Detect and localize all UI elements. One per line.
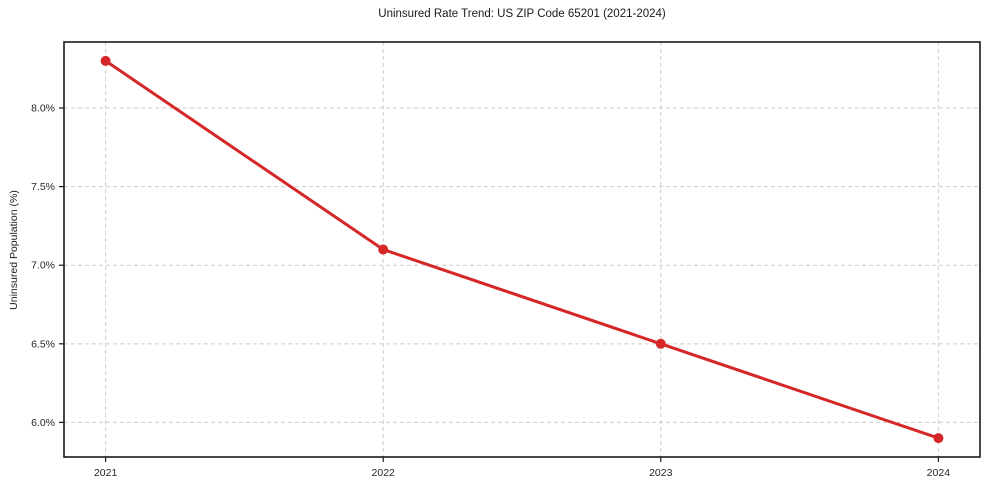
x-tick-label: 2022 [372,467,396,479]
data-point-markers [100,55,944,444]
grid-lines [64,42,980,457]
y-tick-label: 8.0% [31,103,55,115]
y-tick-label: 7.0% [31,260,55,272]
data-point [655,338,666,349]
x-axis-ticks: 2021 2022 2023 2024 [94,457,950,479]
y-tick-label: 7.5% [31,181,55,193]
x-tick-label: 2021 [94,467,118,479]
trend-line [104,59,940,440]
plot-border [63,41,981,458]
data-point [378,244,389,255]
y-tick-label: 6.0% [31,417,55,429]
x-tick-label: 2023 [649,467,673,479]
y-axis-ticks: 6.0% 6.5% 7.0% 7.5% 8.0% [31,103,64,429]
y-tick-label: 6.5% [31,338,55,350]
x-tick-label: 2024 [927,467,951,479]
chart-title: Uninsured Rate Trend: US ZIP Code 65201 … [378,8,666,20]
data-point [933,433,944,444]
data-point [100,55,111,66]
